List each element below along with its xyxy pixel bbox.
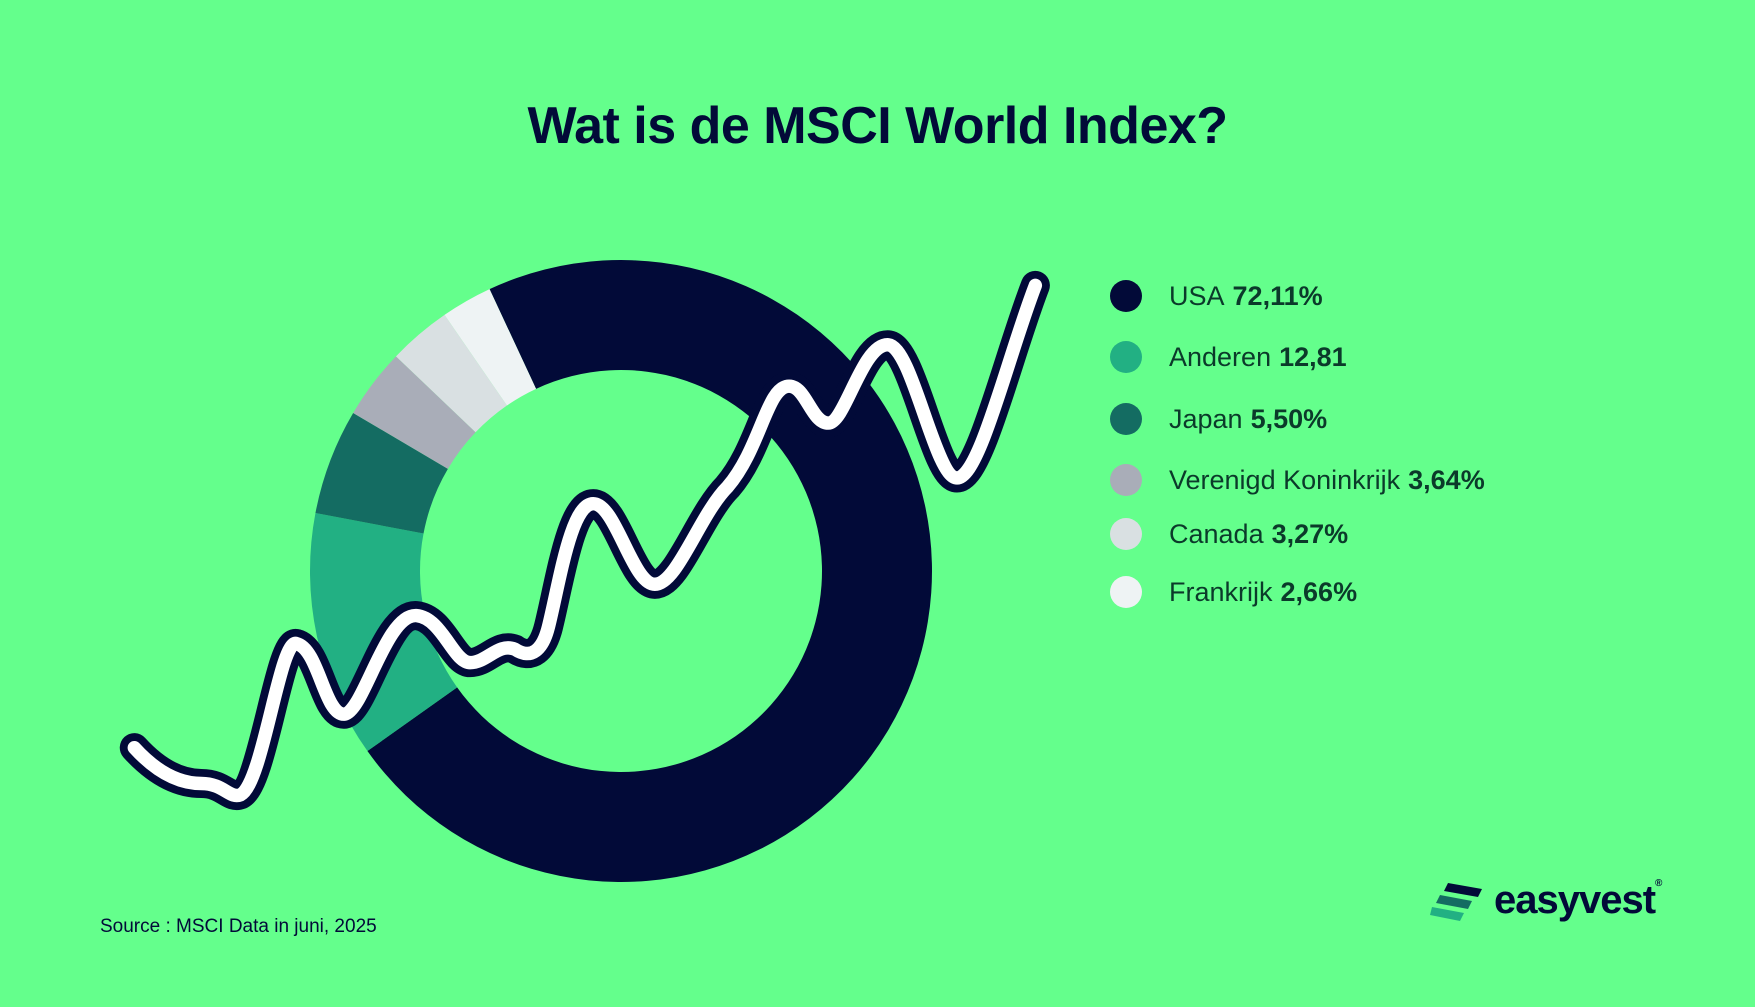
legend-value: 5,50% bbox=[1250, 403, 1328, 434]
legend-label: Anderen bbox=[1169, 341, 1272, 372]
donut-slice-frankrijk bbox=[444, 289, 537, 406]
donut-slice-verenigd-koninkrijk bbox=[353, 356, 476, 469]
donut-slice-canada bbox=[395, 314, 507, 433]
easyvest-logo: easyvest® bbox=[1430, 878, 1662, 923]
legend-item: Anderen 12,81 bbox=[1110, 337, 1347, 377]
legend-swatch bbox=[1110, 403, 1142, 435]
legend-swatch bbox=[1110, 464, 1142, 496]
legend-swatch bbox=[1110, 518, 1142, 550]
trend-line-decoration bbox=[119, 270, 1050, 810]
legend-value: 2,66% bbox=[1280, 576, 1358, 607]
page-title: Wat is de MSCI World Index? bbox=[527, 97, 1228, 155]
legend-item: Verenigd Koninkrijk 3,64% bbox=[1110, 460, 1485, 500]
legend-swatch bbox=[1110, 341, 1142, 373]
donut-slice-usa bbox=[367, 260, 932, 882]
legend-swatch bbox=[1110, 280, 1142, 312]
legend-swatch bbox=[1110, 576, 1142, 608]
legend-label: Frankrijk bbox=[1169, 576, 1273, 607]
easyvest-logo-icon bbox=[1430, 882, 1482, 921]
legend-item: USA 72,11% bbox=[1110, 276, 1323, 316]
legend-item: Frankrijk 2,66% bbox=[1110, 572, 1357, 612]
legend-value: 3,27% bbox=[1271, 518, 1349, 549]
legend-value: 3,64% bbox=[1408, 464, 1485, 495]
legend-label: Verenigd Koninkrijk bbox=[1169, 464, 1401, 495]
legend-item: Japan 5,50% bbox=[1110, 399, 1327, 439]
legend-value: 12,81 bbox=[1279, 341, 1347, 372]
legend-label: Canada bbox=[1169, 518, 1264, 549]
legend-item: Canada 3,27% bbox=[1110, 514, 1348, 554]
legend-label: Japan bbox=[1169, 403, 1243, 434]
source-note: Source : MSCI Data in juni, 2025 bbox=[100, 916, 377, 937]
wave-line bbox=[127, 278, 1043, 803]
legend-label: USA bbox=[1169, 280, 1225, 311]
logo-text: easyvest® bbox=[1494, 878, 1662, 922]
legend-value: 72,11% bbox=[1232, 280, 1323, 311]
donut-slice-japan bbox=[315, 412, 448, 534]
